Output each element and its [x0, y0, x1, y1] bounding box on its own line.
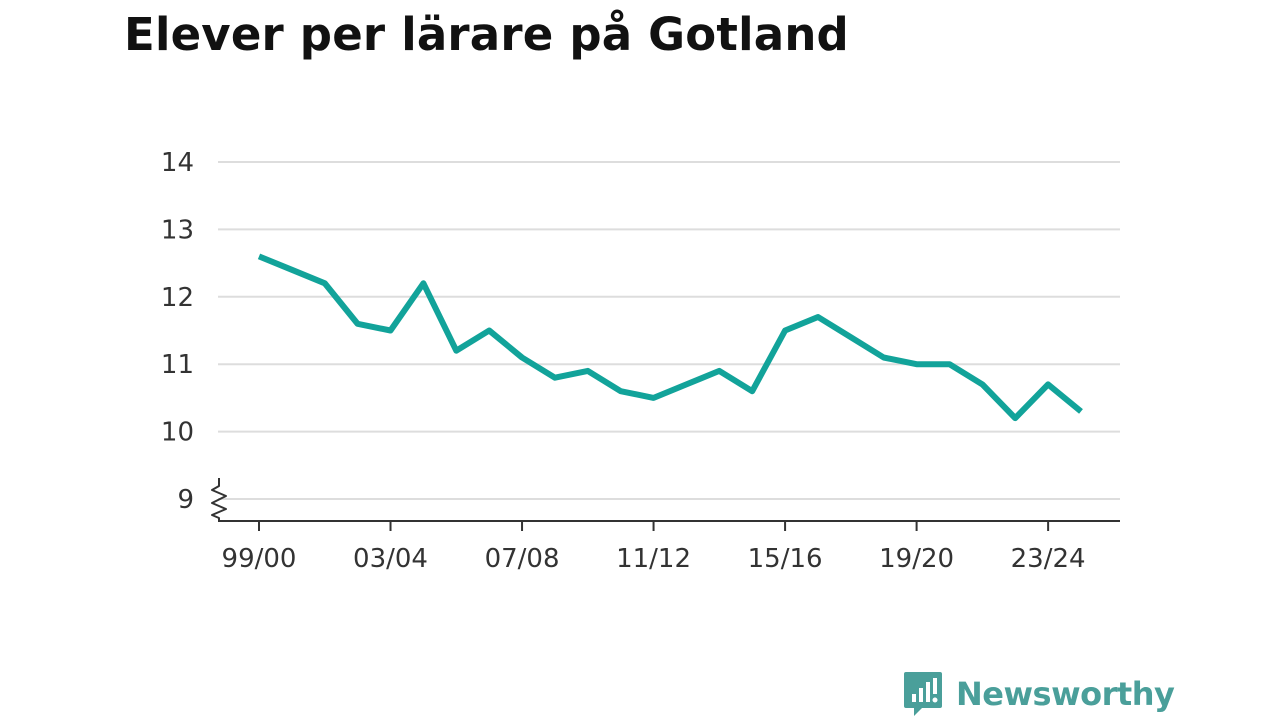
brand: Newsworthy: [902, 670, 1175, 718]
y-tick-label: 13: [161, 215, 194, 245]
y-tick-label: 10: [161, 418, 194, 448]
x-tick-label: 11/12: [616, 544, 691, 574]
axis-break-icon: [211, 478, 227, 521]
series-line: [257, 253, 1083, 422]
newsworthy-logo-icon: [904, 672, 942, 716]
y-tick-label: 11: [161, 350, 194, 380]
x-tick-label: 99/00: [222, 544, 297, 574]
x-tick-label: 07/08: [485, 544, 560, 574]
axis-break-zigzag: [211, 478, 227, 521]
x-tick-label: 03/04: [353, 544, 428, 574]
series-layer: [257, 253, 1083, 422]
x-tick-label: 19/20: [879, 544, 954, 574]
gridlines: [218, 161, 1120, 500]
y-tick-label: 14: [161, 148, 194, 178]
y-axis-ticks: 9 10 11 12 13 14: [161, 148, 194, 515]
chart-title: Elever per lärare på Gotland: [124, 8, 849, 61]
x-axis-ticks: 99/00 03/04 07/08 11/12 15/16 19/20 23/24: [222, 521, 1086, 574]
y-tick-label: 9: [177, 485, 194, 515]
y-tick-label: 12: [161, 283, 194, 313]
x-tick-label: 23/24: [1011, 544, 1086, 574]
x-tick-label: 15/16: [748, 544, 823, 574]
brand-name: Newsworthy: [956, 675, 1175, 713]
